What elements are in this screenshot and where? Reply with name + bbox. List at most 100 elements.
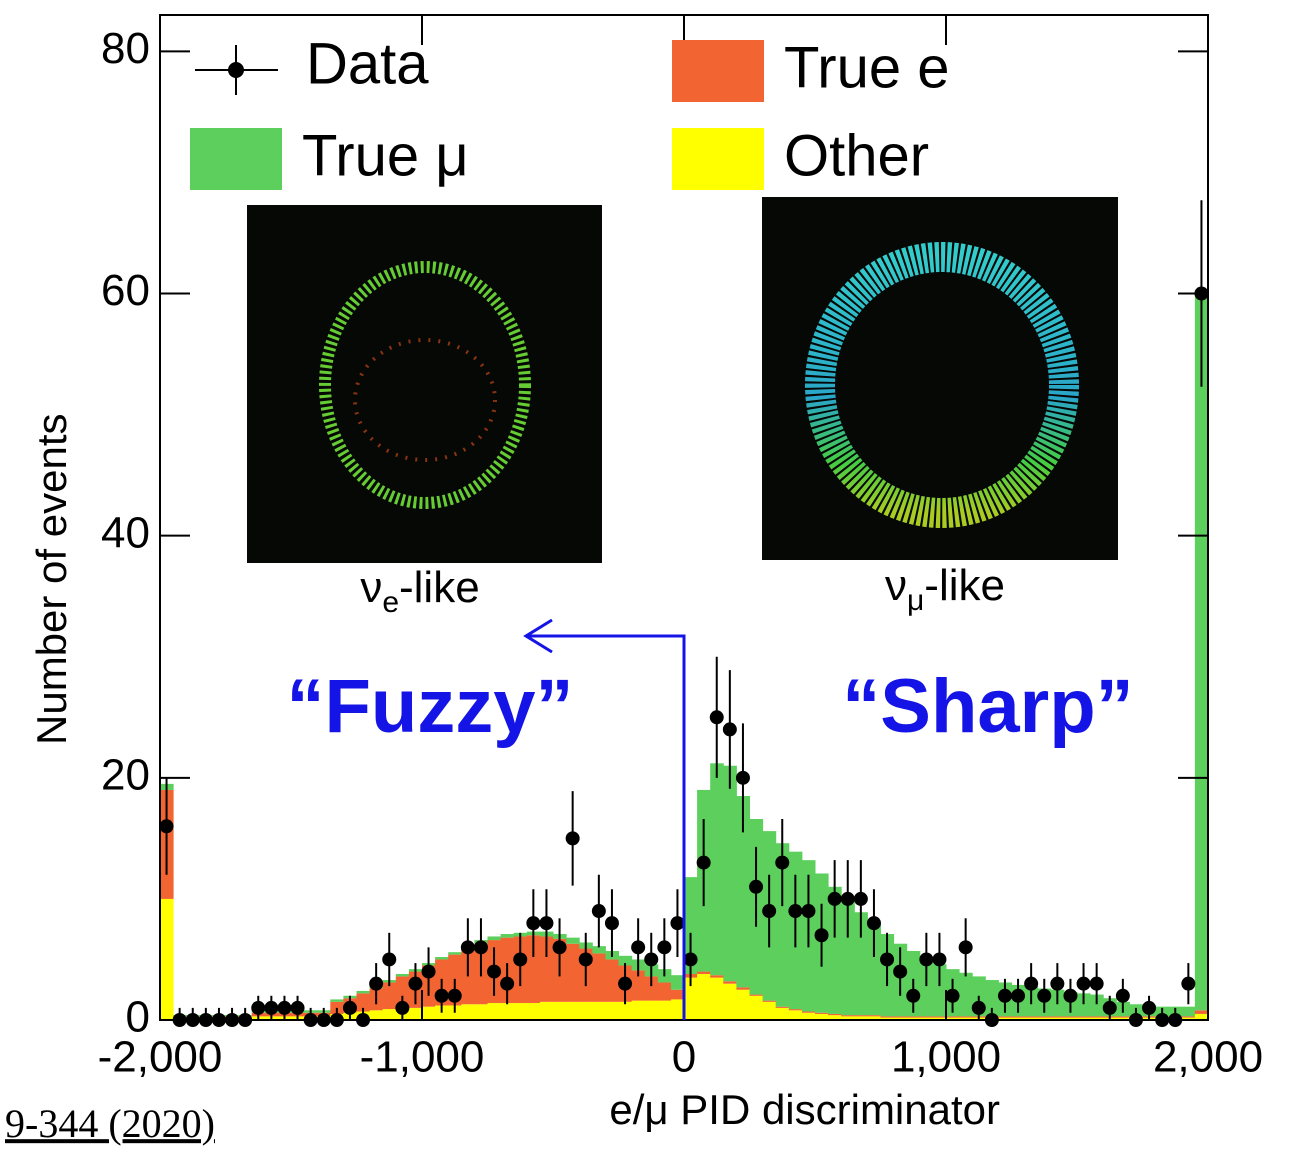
bar-segment: [330, 999, 344, 1002]
bar-segment: [160, 898, 174, 1020]
data-point: [578, 952, 593, 967]
legend-data-marker: [228, 62, 244, 78]
bar-segment: [710, 977, 724, 1020]
bar-segment: [985, 980, 999, 1017]
bar-segment: [1077, 993, 1091, 1017]
bar-segment: [684, 977, 698, 1020]
x-tick-label: 0: [672, 1033, 696, 1082]
bar-segment: [1037, 1017, 1052, 1020]
data-point: [670, 916, 685, 931]
bar-segment: [919, 1017, 934, 1020]
bar-segment: [1011, 1016, 1026, 1018]
data-point: [500, 976, 515, 991]
footer: 9-344 (2020): [5, 1101, 215, 1146]
bar-segment: [1116, 1017, 1130, 1020]
bar-segment: [474, 1004, 488, 1020]
legend-swatch: [672, 40, 764, 102]
data-point: [1089, 976, 1104, 991]
bar-segment: [553, 1001, 567, 1020]
data-point: [631, 940, 646, 955]
data-point: [880, 952, 895, 967]
y-tick-label: 0: [126, 993, 150, 1042]
bar-segment: [1116, 1016, 1130, 1018]
annotation: “Sharp”: [842, 664, 1133, 749]
data-point: [722, 722, 737, 737]
bar-segment: [867, 924, 881, 1016]
bar-segment: [697, 973, 711, 1020]
data-point: [932, 952, 947, 967]
data-point: [814, 928, 829, 943]
data-point: [997, 988, 1012, 1003]
legend-swatch: [672, 128, 764, 190]
x-tick-label: -1,000: [360, 1033, 485, 1082]
bar-segment: [867, 1016, 881, 1020]
bar-segment: [579, 1001, 593, 1020]
legend-label: True μ: [302, 123, 469, 188]
data-point: [762, 904, 777, 919]
subscript: e: [382, 586, 399, 619]
data-point: [473, 940, 488, 955]
data-point: [1142, 1000, 1157, 1015]
data-point: [893, 964, 908, 979]
legend-label: Data: [306, 31, 429, 96]
y-tick-label: 20: [101, 750, 150, 799]
bar-segment: [775, 1007, 790, 1020]
bar-segment: [422, 1006, 436, 1020]
bar-segment: [382, 982, 397, 1010]
bar-segment: [893, 1016, 908, 1018]
subscript: μ: [907, 584, 924, 617]
bar-segment: [1090, 1017, 1104, 1020]
bar-segment: [749, 994, 764, 996]
bar-segment: [919, 958, 934, 1017]
data-point: [382, 952, 397, 967]
bar-segment: [946, 1017, 960, 1020]
bar-segment: [670, 989, 685, 1000]
data-point: [251, 1000, 266, 1015]
bar-segment: [736, 987, 750, 990]
data-point: [591, 904, 606, 919]
bar-segment: [710, 975, 724, 978]
data-point: [1076, 976, 1091, 991]
data-point: [264, 1000, 279, 1015]
y-tick-label: 60: [101, 266, 150, 315]
symbol: ν: [360, 563, 382, 612]
cut-arrow: [528, 634, 686, 1020]
bar-segment: [539, 1001, 554, 1020]
bar-segment: [788, 1009, 803, 1011]
bar-segment: [670, 999, 685, 1020]
bar-segment: [592, 946, 606, 954]
arrow-head: [523, 618, 553, 654]
bar-segment: [566, 1001, 580, 1020]
y-axis-label: Number of events: [28, 414, 75, 746]
bar-segment: [998, 1017, 1012, 1020]
inset-right: [762, 197, 1118, 560]
bar-segment: [1063, 1016, 1078, 1018]
bar-segment: [526, 935, 541, 1004]
bar-segment: [932, 1016, 947, 1018]
inset-label: νμ-like: [885, 561, 1005, 617]
bar-segment: [854, 1015, 868, 1017]
bar-segment: [906, 1016, 921, 1018]
data-point: [709, 710, 724, 725]
bar-segment: [448, 952, 462, 955]
data-point: [290, 1000, 305, 1015]
bar-segment: [644, 976, 659, 1001]
bar-segment: [1090, 1016, 1104, 1018]
bar-segment: [775, 1006, 790, 1008]
bar-segment: [1011, 1017, 1026, 1020]
data-points: [159, 200, 1209, 1027]
inset-image: [247, 205, 602, 563]
bar-segment: [356, 993, 371, 1012]
bar-segment: [461, 1004, 475, 1020]
bar-segment: [657, 1000, 672, 1020]
x-tick-label: 2,000: [1153, 1033, 1263, 1082]
bar-segment: [605, 1001, 619, 1020]
bar-segment: [906, 1017, 921, 1020]
data-point: [749, 879, 764, 894]
data-point: [565, 831, 580, 846]
bar-segment: [382, 1009, 397, 1020]
bar-segment: [1063, 1017, 1078, 1020]
bar-segment: [854, 912, 868, 1016]
bar-segment: [1050, 1016, 1065, 1018]
bar-segment: [1077, 1017, 1091, 1020]
